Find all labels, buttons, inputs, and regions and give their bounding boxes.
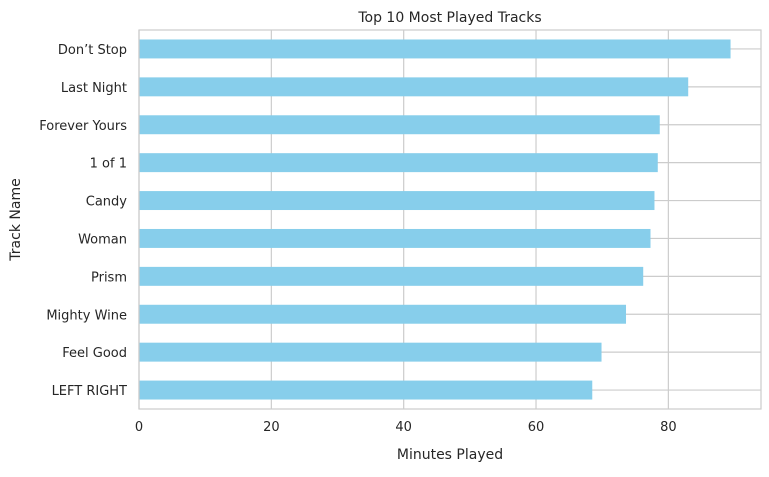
bar: [139, 39, 731, 59]
y-tick-label: Prism: [91, 270, 127, 285]
y-tick-label: 1 of 1: [90, 157, 127, 172]
y-tick-label: Candy: [86, 195, 128, 210]
bar: [139, 228, 651, 248]
bar: [139, 153, 658, 173]
y-tick-label: Don’t Stop: [58, 43, 127, 58]
x-tick-label: 60: [528, 420, 545, 435]
bar: [139, 342, 602, 362]
y-tick-label: Woman: [78, 232, 127, 247]
y-tick-label: LEFT RIGHT: [52, 384, 127, 399]
x-axis-label: Minutes Played: [397, 447, 503, 463]
bar: [139, 304, 627, 324]
tick-layer: 0 20 40 60 80 Don’t Stop Last Night Forever You…: [39, 43, 676, 435]
bar: [139, 77, 689, 97]
x-tick-label: 40: [395, 420, 412, 435]
y-tick-label: Feel Good: [62, 346, 127, 361]
y-axis-label: Track Name: [8, 178, 24, 261]
x-tick-label: 20: [263, 420, 280, 435]
y-tick-label: Forever Yours: [39, 119, 127, 134]
x-tick-label: 80: [660, 420, 677, 435]
x-tick-label: 0: [135, 420, 143, 435]
y-tick-label: Last Night: [61, 81, 127, 96]
bar: [139, 380, 593, 400]
bar: [139, 191, 655, 211]
chart-title: Top 10 Most Played Tracks: [357, 10, 541, 26]
plot-frame: [138, 29, 762, 410]
bar: [139, 115, 660, 135]
y-tick-label: Mighty Wine: [46, 308, 127, 323]
bar-layer: [139, 39, 731, 400]
bar: [139, 266, 644, 286]
